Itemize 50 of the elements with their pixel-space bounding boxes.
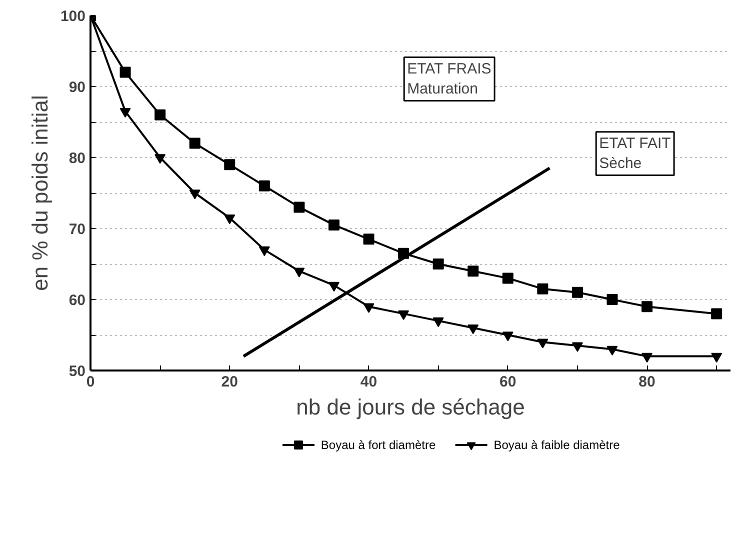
point <box>189 138 200 149</box>
point <box>224 159 236 170</box>
x-tick-label: 80 <box>638 374 656 390</box>
y-tick-label: 50 <box>68 363 86 380</box>
x-axis-title: nb de jours de séchage <box>296 394 525 420</box>
point <box>224 214 236 224</box>
point <box>502 332 514 342</box>
y-axis-title: en % du poids initial <box>27 95 52 291</box>
point <box>154 109 166 120</box>
point <box>120 108 131 118</box>
legend-label: Boyau à fort diamètre <box>320 438 436 452</box>
point <box>572 342 583 352</box>
point <box>468 324 479 334</box>
point <box>642 301 653 312</box>
point <box>711 352 722 363</box>
x-tick-label: 40 <box>360 374 378 390</box>
y-tick-label: 60 <box>68 292 86 309</box>
point <box>502 272 514 284</box>
point <box>537 283 548 294</box>
annotation: ETAT FRAIS Maturation <box>407 60 492 98</box>
point <box>363 234 374 245</box>
point <box>537 338 548 348</box>
y-tick-label: 80 <box>68 150 86 167</box>
point <box>294 202 305 213</box>
y-tick-label: 70 <box>68 221 86 238</box>
point <box>711 308 722 320</box>
x-tick-label: 0 <box>86 374 95 390</box>
point <box>258 246 270 256</box>
point <box>432 258 444 270</box>
y-tick-label: 100 <box>60 8 86 25</box>
point <box>432 317 444 328</box>
point <box>363 303 374 313</box>
point <box>572 286 583 298</box>
point <box>328 219 340 230</box>
point <box>642 352 653 363</box>
point <box>468 266 479 277</box>
legend-label: Boyau à faible diamètre <box>494 438 620 452</box>
point <box>606 346 618 356</box>
annotation: ETAT FAIT Sèche <box>599 134 671 172</box>
x-tick-label: 60 <box>500 374 516 390</box>
point <box>606 294 618 305</box>
point <box>189 190 200 200</box>
point <box>294 268 305 278</box>
point <box>258 180 270 192</box>
y-tick-label: 90 <box>68 79 86 96</box>
point <box>328 282 340 292</box>
point <box>120 66 131 78</box>
point <box>398 310 410 320</box>
x-tick-label: 20 <box>221 374 238 390</box>
point <box>154 154 166 164</box>
